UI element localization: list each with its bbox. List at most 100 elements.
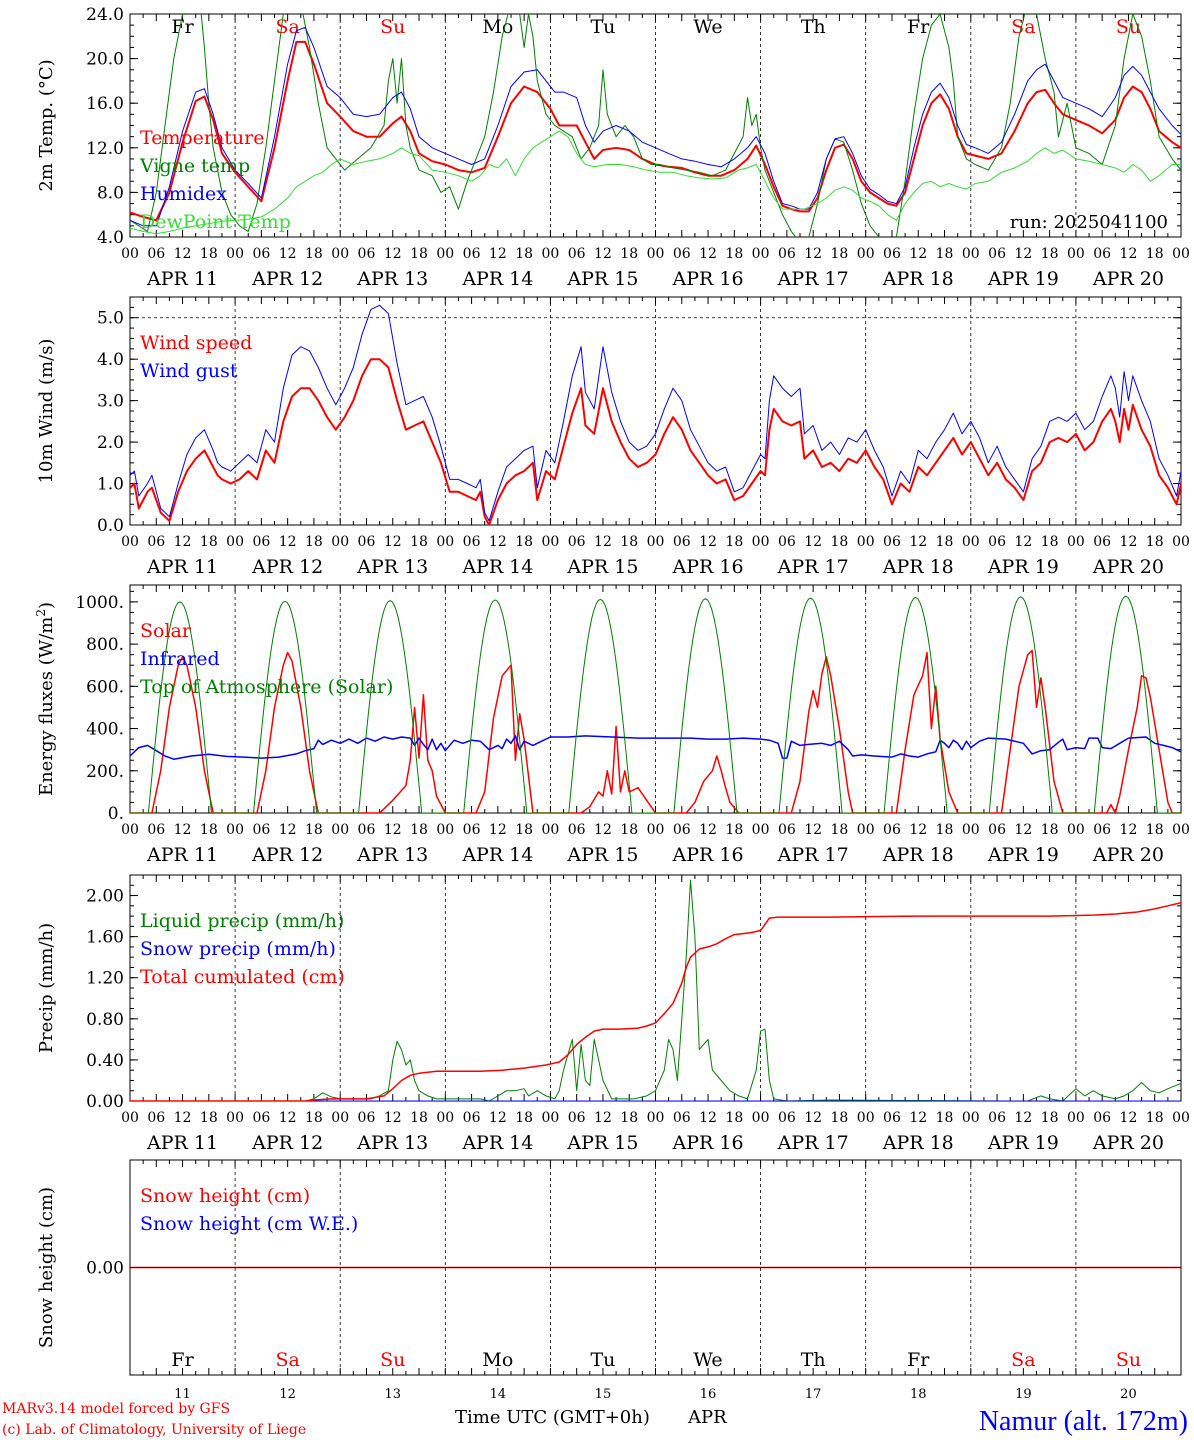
x-date-label: APR 13 [356,556,428,578]
x-hour-label: 12 [594,246,612,262]
x-hour-label: 12 [1014,1110,1032,1126]
x-hour-label: 18 [305,822,323,838]
x-hour-label: 12 [594,822,612,838]
x-date-label: APR 17 [777,556,849,578]
x-date-label: APR 15 [566,268,638,290]
day-number-label: 15 [595,1387,612,1402]
x-hour-label: 12 [174,534,192,550]
x-hour-label: 18 [936,1110,954,1126]
x-hour-label: 18 [200,1110,218,1126]
y-axis-label: Precip (mm/h) [36,923,57,1053]
x-hour-label: 00 [226,534,244,550]
x-hour-label: 12 [489,822,507,838]
x-hour-label: 06 [252,246,270,262]
x-hour-label: 12 [279,1110,297,1126]
x-hour-label: 12 [594,534,612,550]
x-hour-label: 12 [804,246,822,262]
y-tick-label: 5.0 [97,309,124,329]
x-date-label: APR 11 [146,556,218,578]
x-hour-label: 00 [857,822,875,838]
day-number-label: 14 [490,1387,507,1402]
x-hour-label: 12 [489,1110,507,1126]
y-tick-label: 0.40 [86,1051,124,1071]
x-hour-label: 06 [988,1110,1006,1126]
x-hour-label: 06 [883,534,901,550]
x-hour-label: 06 [463,1110,481,1126]
series-line-wind-gust [130,304,1181,522]
x-hour-label: 06 [358,246,376,262]
x-hour-label: 06 [778,246,796,262]
x-hour-label: 12 [909,1110,927,1126]
x-hour-label: 12 [279,246,297,262]
x-date-label: APR 11 [146,1132,218,1154]
x-hour-label: 12 [174,1110,192,1126]
y-tick-label: 2.0 [97,433,124,453]
legend-entry: Top of Atmosphere (Solar) [140,676,393,698]
x-date-label: APR 18 [882,268,954,290]
y-axis-label: Snow height (cm) [36,1187,57,1348]
x-date-label: APR 17 [777,268,849,290]
x-hour-label: 00 [752,246,770,262]
x-date-label: APR 13 [356,1132,428,1154]
y-tick-label: 12.0 [86,139,124,159]
x-hour-label: 18 [515,246,533,262]
x-hour-label: 00 [857,534,875,550]
x-hour-label: 12 [909,246,927,262]
day-number-label: 13 [384,1387,401,1402]
x-hour-label: 18 [305,246,323,262]
y-tick-label: 1.20 [86,969,124,989]
x-hour-label: 06 [1093,246,1111,262]
lab-credit: (c) Lab. of Climatology, University of L… [2,1422,306,1438]
x-hour-label: 18 [410,534,428,550]
x-hour-label: 00 [857,1110,875,1126]
x-hour-label: 06 [673,822,691,838]
x-hour-label: 12 [174,246,192,262]
x-hour-label: 06 [673,534,691,550]
x-hour-label: 06 [778,534,796,550]
x-hour-label: 18 [515,534,533,550]
x-hour-label: 18 [936,534,954,550]
model-credit: MARv3.14 model forced by GFS [2,1401,230,1417]
x-hour-label: 18 [410,822,428,838]
x-hour-label: 18 [725,534,743,550]
x-date-label: APR 11 [146,844,218,866]
x-hour-label: 06 [147,534,165,550]
weekday-label: Fr [171,1349,194,1371]
x-hour-label: 12 [1014,246,1032,262]
x-hour-label: 00 [647,1110,665,1126]
legend-entry: DewPoint Temp [140,211,291,233]
x-hour-label: 06 [883,822,901,838]
x-hour-label: 06 [463,246,481,262]
y-tick-label: 0.00 [86,1092,124,1112]
x-hour-label: 18 [725,1110,743,1126]
x-hour-label: 18 [620,1110,638,1126]
x-hour-label: 06 [147,246,165,262]
x-hour-label: 12 [909,822,927,838]
x-hour-label: 06 [463,534,481,550]
x-date-label: APR 17 [777,1132,849,1154]
x-hour-label: 00 [541,534,559,550]
x-date-label: APR 14 [461,556,533,578]
x-hour-label: 00 [752,534,770,550]
y-tick-label: 8.0 [97,183,124,203]
y-tick-label: 20.0 [86,50,124,70]
x-date-label: APR 19 [987,1132,1059,1154]
x-hour-label: 18 [620,246,638,262]
legend-entry: Liquid precip (mm/h) [140,910,344,932]
day-number-label: 18 [910,1387,927,1402]
x-date-label: APR 18 [882,844,954,866]
x-hour-label: 06 [358,1110,376,1126]
y-tick-label: 4.0 [97,228,124,248]
y-tick-label: 0. [108,804,124,824]
x-date-label: APR 15 [566,556,638,578]
series-line-dewpoint-temp [130,130,1181,235]
y-tick-label: 200. [86,762,124,782]
x-hour-label: 00 [226,246,244,262]
legend-entry: Wind gust [140,360,238,382]
x-hour-label: 18 [515,1110,533,1126]
x-hour-label: 06 [358,822,376,838]
x-date-label: APR 19 [987,268,1059,290]
x-hour-label: 12 [384,246,402,262]
x-hour-label: 12 [804,1110,822,1126]
x-hour-label: 06 [147,822,165,838]
